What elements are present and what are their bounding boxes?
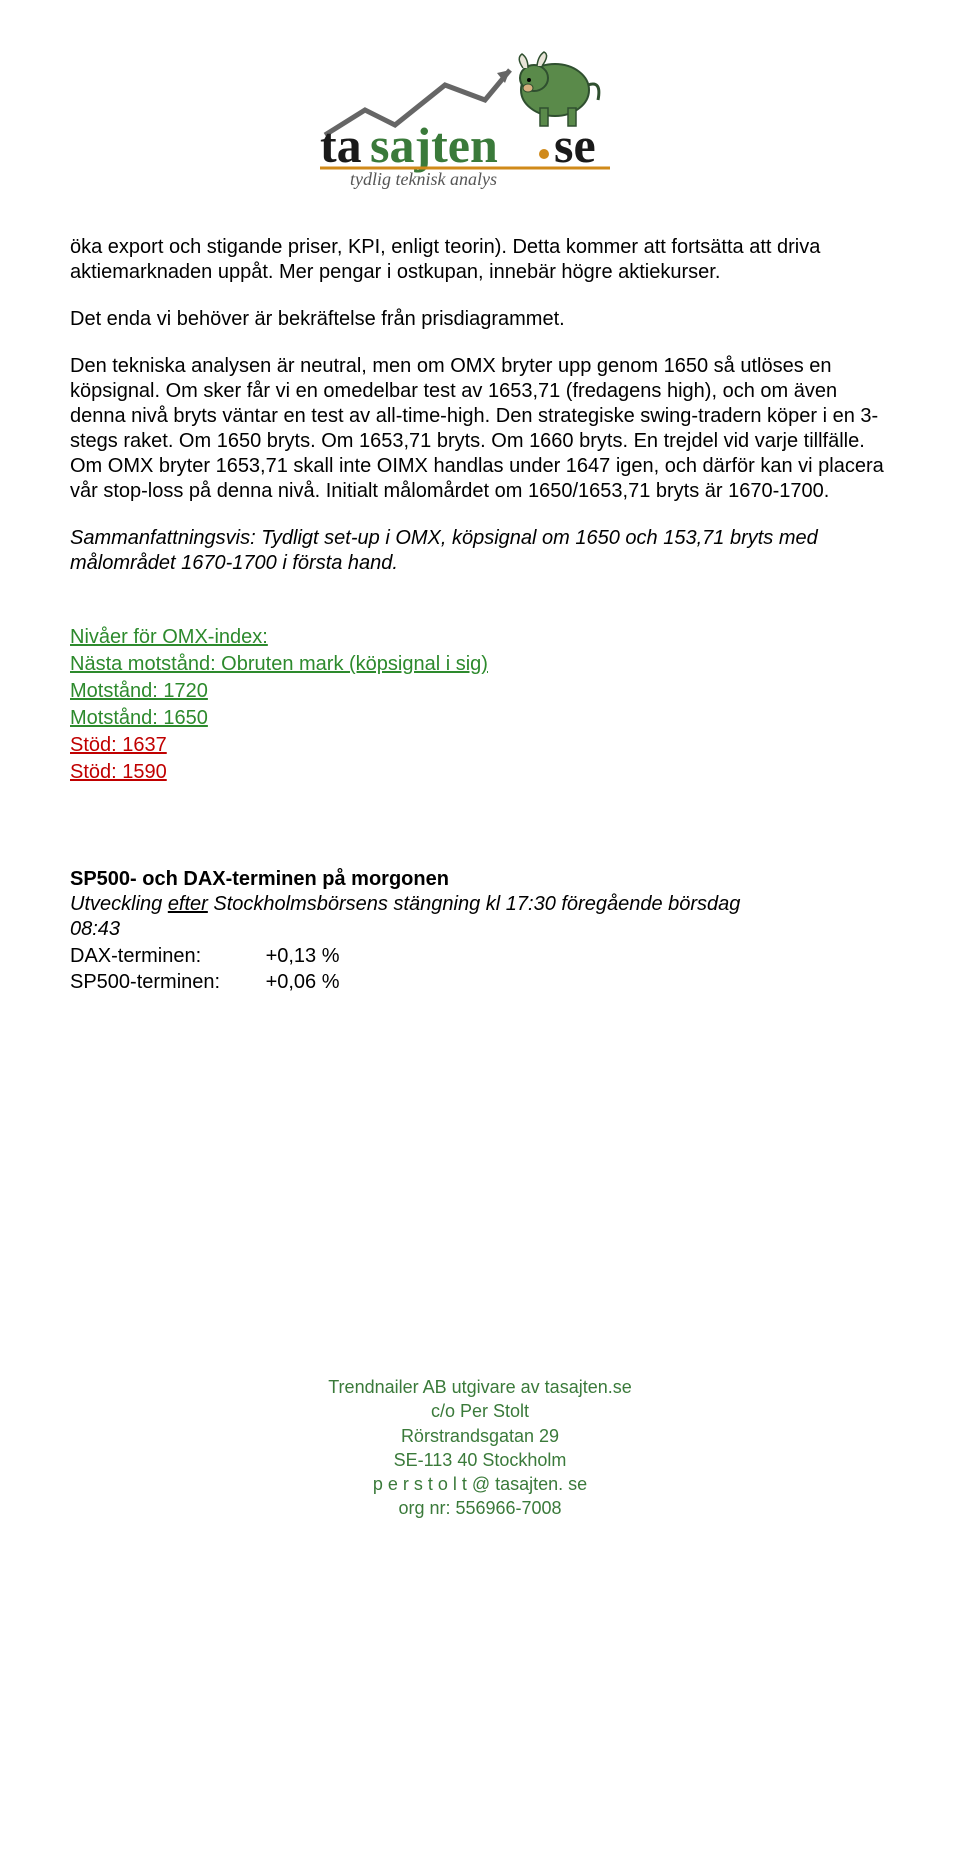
terminer-value: +0,06 %	[266, 971, 340, 993]
footer-line: Rörstrandsgatan 29	[70, 1424, 890, 1448]
svg-text:sajten: sajten	[370, 117, 498, 173]
paragraph-summary: Sammanfattningsvis: Tydligt set-up i OMX…	[70, 526, 890, 576]
levels-line-1: Nästa motstånd: Obruten mark (köpsignal …	[70, 651, 890, 678]
terminer-row-sp500: SP500-terminen: +0,06 %	[70, 969, 890, 995]
levels-line-4: Stöd: 1637	[70, 732, 890, 759]
paragraph-1: öka export och stigande priser, KPI, enl…	[70, 235, 890, 285]
levels-title: Nivåer för OMX-index:	[70, 624, 890, 651]
footer-line: p e r s t o l t @ tasajten. se	[70, 1472, 890, 1496]
levels-line-2: Motstånd: 1720	[70, 678, 890, 705]
terminer-header: SP500- och DAX-terminen på morgonen	[70, 868, 890, 891]
levels-line-5: Stöd: 1590	[70, 759, 890, 786]
terminer-row-dax: DAX-terminen: +0,13 %	[70, 943, 890, 969]
terminer-block: SP500- och DAX-terminen på morgonen Utve…	[70, 868, 890, 995]
terminer-value: +0,13 %	[266, 945, 340, 967]
document-page: ta sajten se tydlig teknisk analys öka e…	[0, 0, 960, 1551]
svg-text:se: se	[554, 117, 596, 173]
terminer-label: SP500-terminen:	[70, 969, 260, 995]
page-footer: Trendnailer AB utgivare av tasajten.se c…	[70, 1375, 890, 1521]
terminer-label: DAX-terminen:	[70, 943, 260, 969]
site-logo: ta sajten se tydlig teknisk analys	[310, 40, 650, 190]
footer-line: SE-113 40 Stockholm	[70, 1448, 890, 1472]
paragraph-3: Den tekniska analysen är neutral, men om…	[70, 354, 890, 504]
svg-text:tydlig teknisk analys: tydlig teknisk analys	[350, 169, 497, 189]
levels-line-3: Motstånd: 1650	[70, 705, 890, 732]
footer-line: Trendnailer AB utgivare av tasajten.se	[70, 1375, 890, 1399]
logo-container: ta sajten se tydlig teknisk analys	[70, 40, 890, 195]
svg-text:ta: ta	[320, 117, 362, 173]
paragraph-2: Det enda vi behöver är bekräftelse från …	[70, 307, 890, 332]
terminer-time: 08:43	[70, 918, 890, 941]
terminer-subheader: Utveckling efter Stockholmsbörsens stäng…	[70, 893, 890, 916]
levels-block: Nivåer för OMX-index: Nästa motstånd: Ob…	[70, 624, 890, 786]
footer-line: org nr: 556966-7008	[70, 1496, 890, 1520]
footer-line: c/o Per Stolt	[70, 1399, 890, 1423]
